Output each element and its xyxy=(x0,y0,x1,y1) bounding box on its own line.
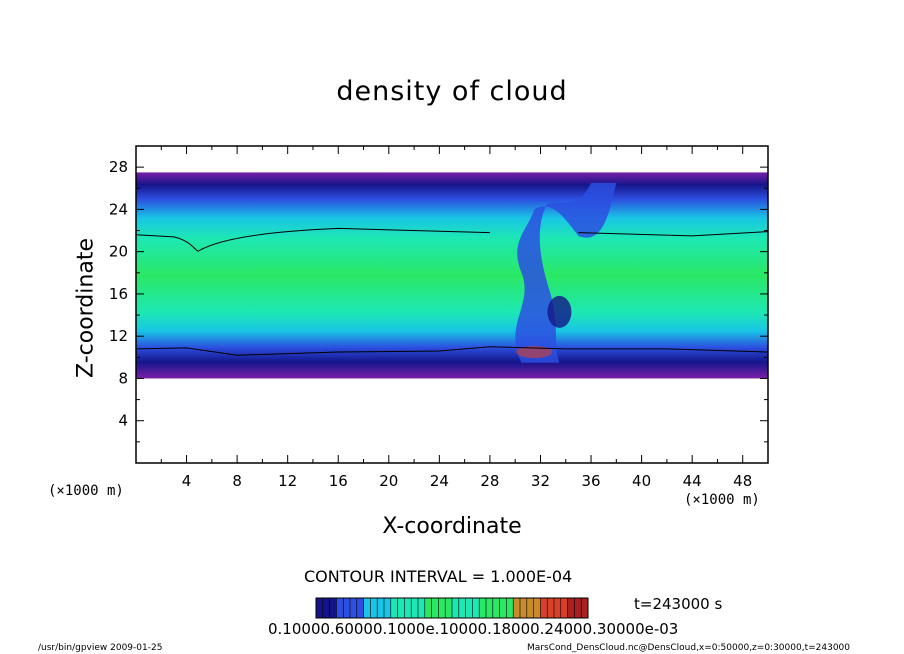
x-tick-label: 44 xyxy=(683,472,702,490)
time-label: t=243000 s xyxy=(634,595,723,613)
colorbar-cell xyxy=(397,598,405,618)
colorbar-cell xyxy=(533,598,541,618)
colorbar-cell xyxy=(506,598,514,618)
colorbar-cell xyxy=(356,598,365,618)
colorbar-cell xyxy=(316,598,324,618)
colorbar-cell xyxy=(404,598,412,618)
y-tick-label: 16 xyxy=(109,285,128,303)
x-axis-label: X-coordinate xyxy=(382,514,522,539)
colorbar-frame xyxy=(315,597,589,619)
colorbar-cell xyxy=(513,598,521,618)
colorbar-cell xyxy=(465,598,473,618)
colorbar-cell xyxy=(390,598,399,618)
colorbar-cell xyxy=(424,598,433,618)
x-tick-label: 28 xyxy=(480,472,499,490)
colorbar-cell xyxy=(438,598,446,618)
x-tick-label: 36 xyxy=(581,472,600,490)
colorbar-cell xyxy=(492,598,501,618)
x-tick-label: 16 xyxy=(329,472,348,490)
colorbar-cell xyxy=(445,598,453,618)
colorbar-tick-labels: 0.10000.60000.1000e.10000.18000.24000.30… xyxy=(268,620,679,638)
footer-program-date: /usr/bin/gpview 2009-01-25 xyxy=(38,643,163,653)
colorbar-cell xyxy=(377,598,385,618)
y-axis-unit: (×1000 m) xyxy=(48,483,124,499)
footer-data-source: MarsCond_DensCloud.nc@DensCloud,x=0:5000… xyxy=(527,643,850,653)
x-tick-label: 32 xyxy=(531,472,550,490)
y-tick-label: 8 xyxy=(118,369,128,387)
y-tick-label: 28 xyxy=(109,158,128,176)
colorbar-cell xyxy=(452,598,460,618)
colorbar-cell xyxy=(329,598,337,618)
x-tick-label: 8 xyxy=(232,472,242,490)
colorbar-cell xyxy=(418,598,426,618)
plume-region xyxy=(515,182,617,363)
colorbar-cell xyxy=(526,598,535,618)
contour-line-upper xyxy=(135,227,769,252)
y-tick-label: 20 xyxy=(109,243,128,261)
plot-frame xyxy=(135,145,769,464)
x-tick-label: 48 xyxy=(733,472,752,490)
colorbar-cell xyxy=(486,598,494,618)
colorbar-cell xyxy=(520,598,528,618)
y-tick-label: 12 xyxy=(109,327,128,345)
colorbar-cell xyxy=(431,598,439,618)
colorbar-cell xyxy=(547,598,555,618)
colorbar-cell xyxy=(472,598,480,618)
contour-line-lower xyxy=(135,346,769,356)
colorbar-cell xyxy=(384,598,392,618)
colorbar-cell xyxy=(322,598,331,618)
x-tick-label: 12 xyxy=(278,472,297,490)
x-axis-unit: (×1000 m) xyxy=(684,492,760,508)
colorbar-cell xyxy=(479,598,487,618)
contour-interval-label: CONTOUR INTERVAL = 1.000E-04 xyxy=(304,567,573,586)
x-tick-label: 24 xyxy=(430,472,449,490)
cloud-band xyxy=(136,172,768,379)
x-tick-label: 40 xyxy=(632,472,651,490)
colorbar-cell xyxy=(581,598,589,618)
colorbar-cell xyxy=(370,598,378,618)
colorbar-cell xyxy=(343,598,351,618)
y-tick-label: 4 xyxy=(118,412,128,430)
x-tick-label: 20 xyxy=(379,472,398,490)
colorbar-cell xyxy=(336,598,344,618)
colorbar-cell xyxy=(567,598,575,618)
colorbar-cell xyxy=(574,598,582,618)
high-density-core xyxy=(516,346,553,359)
colorbar-cell xyxy=(554,598,562,618)
colorbar-cell xyxy=(458,598,467,618)
colorbar-cell xyxy=(350,598,358,618)
y-tick-label: 24 xyxy=(109,200,128,218)
plume-eddy xyxy=(547,295,572,328)
colorbar-cell xyxy=(540,598,548,618)
chart-title: density of cloud xyxy=(336,76,568,107)
colorbar-cell xyxy=(499,598,507,618)
colorbar-cell xyxy=(560,598,569,618)
x-tick-label: 4 xyxy=(182,472,192,490)
colorbar-cell xyxy=(363,598,371,618)
colorbar-cell xyxy=(411,598,419,618)
